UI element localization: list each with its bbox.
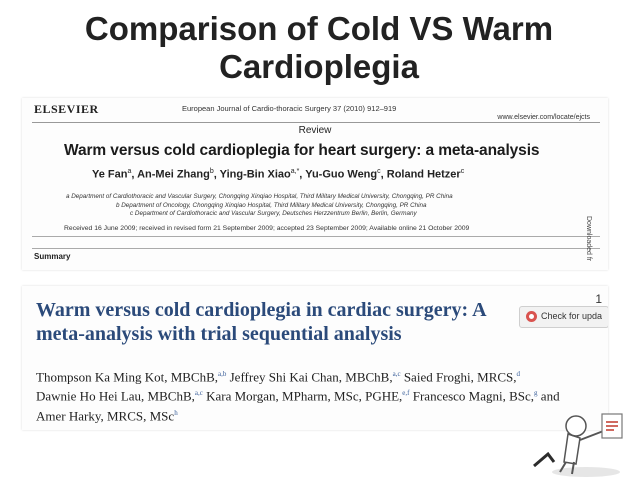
author-affiliation-marker: a [127, 168, 132, 175]
author-affiliation-marker: a,* [290, 168, 300, 175]
divider [32, 122, 600, 123]
article-2-title-line2: meta-analysis with trial sequential anal… [36, 323, 402, 345]
author-affiliation-marker: a,c [392, 370, 401, 378]
page-number: 1 [595, 292, 602, 306]
check-for-updates-label: Check for upda [541, 311, 603, 321]
author-name[interactable]: and [537, 388, 560, 404]
author-line: Amer Harky, MRCS, MSch [36, 405, 596, 424]
slide-title-line2: Cardioplegia [219, 48, 419, 85]
author-line: Dawnie Ho Hei Lau, MBChB,a,c Kara Morgan… [36, 385, 596, 404]
author-name[interactable]: Roland Hetzer [386, 168, 461, 181]
slide-title-line1: Comparison of Cold VS Warm [84, 10, 554, 47]
author-name[interactable]: Dawnie Ho Hei Lau, MBChB, [36, 388, 195, 404]
update-badge-icon [526, 311, 537, 322]
author-name[interactable]: An-Mei Zhang [137, 168, 210, 181]
author-name[interactable]: Saied Froghi, MRCS, [400, 369, 517, 385]
divider [32, 248, 600, 249]
author-affiliation-marker: c [460, 168, 465, 175]
author-name[interactable]: Yu-Guo Weng [305, 168, 378, 181]
divider [32, 236, 600, 237]
summary-heading: Summary [34, 252, 71, 261]
affiliation-a: a Department of Cardiothoracic and Vascu… [66, 193, 453, 200]
author-affiliation-marker: g [534, 389, 538, 398]
author-name[interactable]: Ye Fan [92, 168, 128, 181]
author-name[interactable]: Francesco Magni, BSc, [409, 388, 535, 404]
article-2-authors: Thompson Ka Ming Kot, MBChB,a,b Jeffrey … [36, 366, 596, 424]
article-1-snapshot: ELSEVIER European Journal of Cardio-thor… [22, 98, 608, 270]
affiliation-b: b Department of Oncology, Chongqing Xinq… [116, 202, 427, 209]
publisher-logo: ELSEVIER [34, 102, 99, 116]
author-affiliation-marker: c [377, 168, 381, 175]
author-affiliation-marker: e,f [402, 389, 410, 398]
author-name[interactable]: Kara Morgan, MPharm, MSc, PGHE, [202, 388, 403, 404]
author-affiliation-marker: b [209, 168, 214, 175]
author-name[interactable]: Ying-Bin Xiao [219, 168, 291, 181]
received-dates: Received 16 June 2009; received in revis… [64, 225, 470, 232]
article-section: Review [298, 125, 332, 136]
author-name[interactable]: Jeffrey Shi Kai Chan, MBChB, [226, 369, 393, 385]
slide-title: Comparison of Cold VS Warm Cardioplegia [0, 10, 638, 86]
cartoon-figure-icon [533, 413, 623, 477]
article-2-title-line1: Warm versus cold cardioplegia in cardiac… [36, 299, 487, 321]
journal-url[interactable]: www.elsevier.com/locate/ejcts [497, 114, 590, 121]
author-affiliation-marker: a,c [194, 389, 203, 398]
downloaded-side-text: Downloaded fr [585, 216, 592, 262]
author-affiliation-marker: a,b [218, 370, 227, 378]
article-2-snapshot: Warm versus cold cardioplegia in cardiac… [22, 286, 608, 430]
author-affiliation-marker: h [174, 408, 178, 417]
article-2-title: Warm versus cold cardioplegia in cardiac… [36, 298, 487, 346]
affiliation-c: c Department of Cardiothoracic and Vascu… [130, 210, 417, 217]
author-name[interactable]: Thompson Ka Ming Kot, MBChB, [36, 369, 219, 385]
article-1-authors: Ye Fana, An-Mei Zhangb, Ying-Bin Xiaoa,*… [92, 168, 465, 181]
check-for-updates-button[interactable]: Check for upda [519, 306, 608, 328]
author-affiliation-marker: d [516, 370, 521, 378]
author-line: Thompson Ka Ming Kot, MBChB,a,b Jeffrey … [36, 366, 596, 385]
journal-citation: European Journal of Cardio-thoracic Surg… [182, 104, 397, 113]
author-name[interactable]: Amer Harky, MRCS, MSc [36, 407, 175, 423]
article-1-title: Warm versus cold cardioplegia for heart … [64, 142, 540, 159]
